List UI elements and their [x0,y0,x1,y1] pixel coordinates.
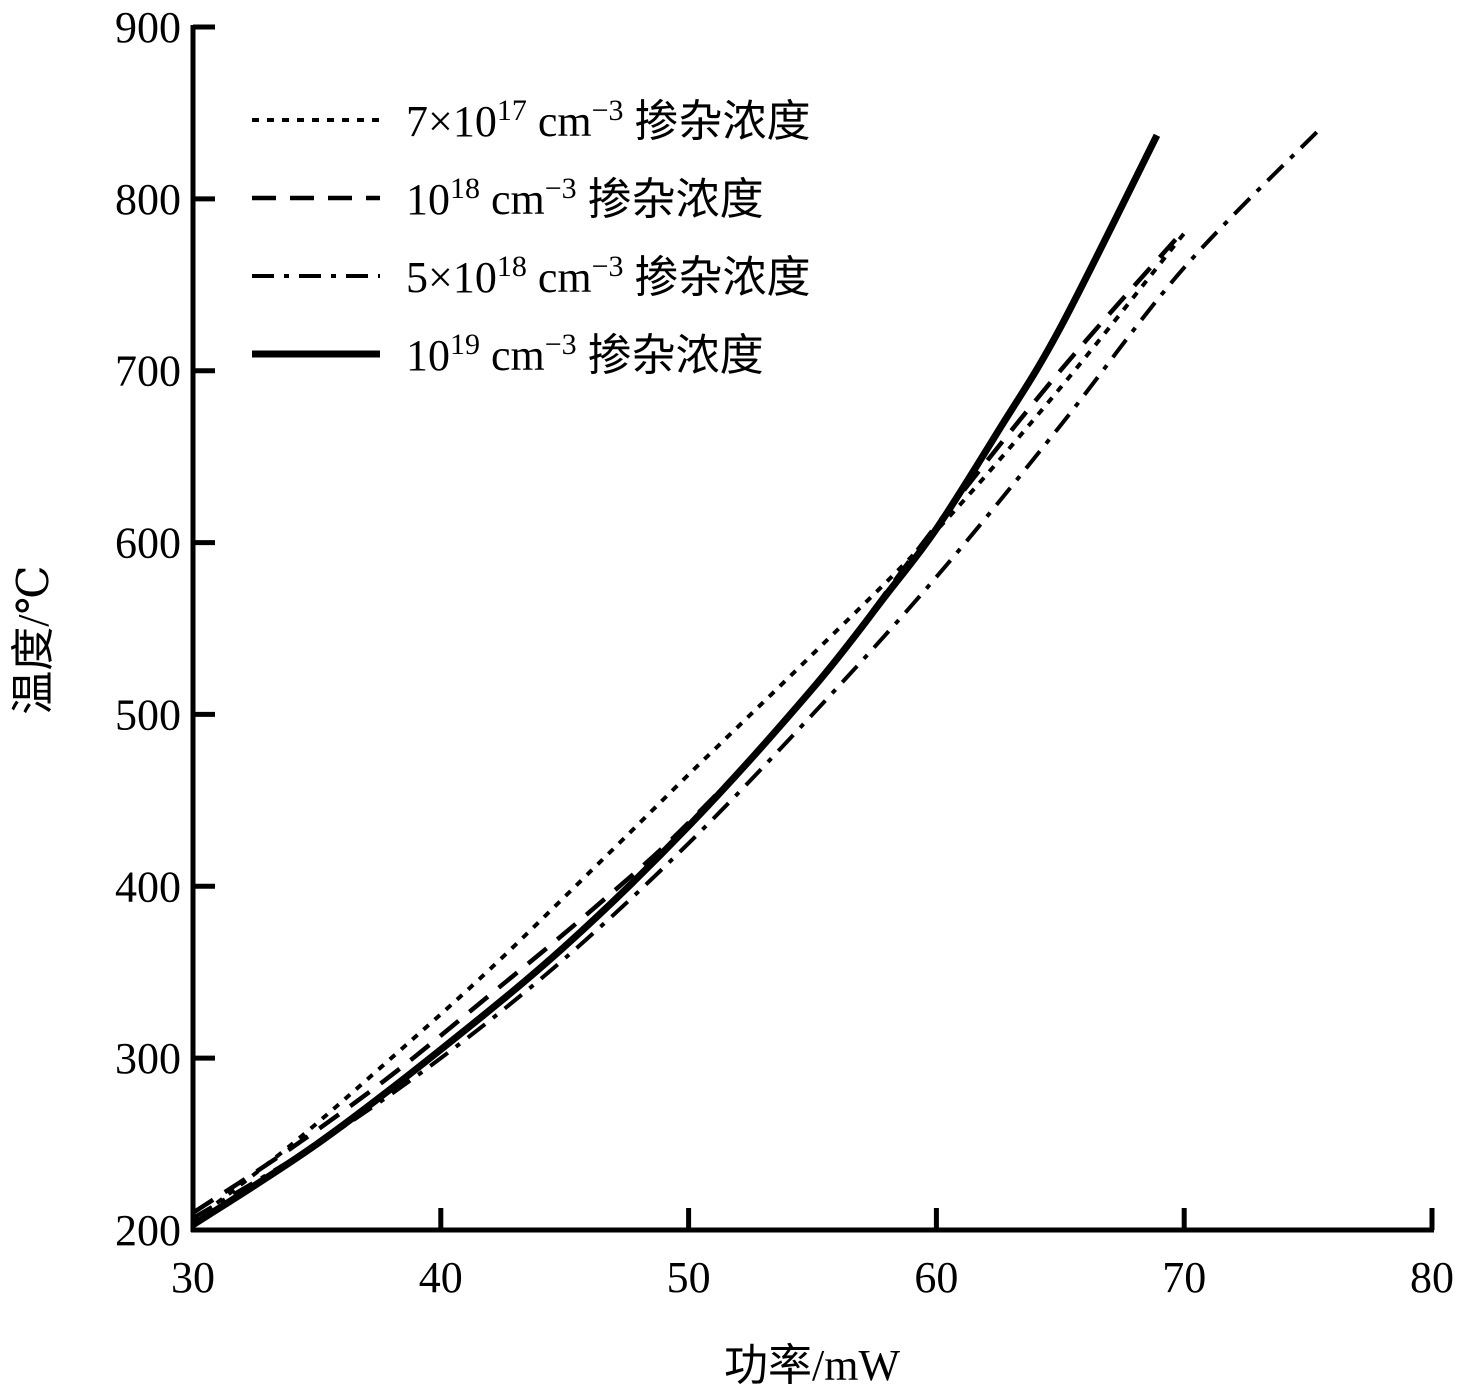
legend-text-sup: 18 [497,250,527,283]
x-tick-label: 50 [667,1253,711,1302]
x-tick-label: 40 [419,1253,463,1302]
legend-entry: 1019 cm−3 掺杂浓度 [406,328,764,381]
legend-text-unit_sup: −3 [592,250,624,283]
axes: 30 40 50 60 70 80 200 300 400 500 600 700 800 900 [115,3,1454,1302]
x-axis-title: 功率/mW [724,1341,900,1390]
legend-text-sup: 18 [450,172,480,205]
legend-text-unit: cm [527,97,592,146]
y-axis-title: 温度/℃ [9,565,58,714]
series-group [191,126,1322,1228]
x-tick-label: 80 [1410,1253,1454,1302]
series-line-dotted [191,231,1186,1223]
y-tick-label: 800 [115,175,181,224]
legend-text-unit: cm [527,253,592,302]
legend-text-unit: cm [480,175,545,224]
legend-text-suffix: 掺杂浓度 [577,175,764,224]
y-tick-label: 300 [115,1034,181,1083]
legend-text-unit_sup: −3 [545,328,577,361]
legend-text-unit_sup: −3 [592,94,624,127]
legend-text-suffix: 掺杂浓度 [624,253,811,302]
series-line-solid [191,133,1161,1228]
legend-text-unit: cm [480,331,545,380]
y-tick-label: 600 [115,519,181,568]
legend-text-base: 10 [406,175,450,224]
x-tick-label: 70 [1162,1253,1206,1302]
legend-entry: 7×1017 cm−3 掺杂浓度 [406,94,811,147]
y-tick-label: 400 [115,862,181,911]
legend-text-sup: 19 [450,328,480,361]
legend-entry: 1018 cm−3 掺杂浓度 [406,172,764,225]
legend-text-base: 7×10 [406,97,497,146]
y-tick-label: 700 [115,347,181,396]
y-tick-label: 500 [115,690,181,739]
legend-text-suffix: 掺杂浓度 [624,97,811,146]
y-tick-label: 900 [115,3,181,52]
y-tick-label: 200 [115,1206,181,1255]
x-tick-label: 30 [171,1253,215,1302]
series-line-dashdot [191,126,1322,1220]
legend-text-sup: 17 [497,94,527,127]
legend-text-suffix: 掺杂浓度 [577,331,764,380]
legend-text-unit_sup: −3 [545,172,577,205]
legend-text-base: 10 [406,331,450,380]
legend-entry: 5×1018 cm−3 掺杂浓度 [406,250,811,303]
x-tick-label: 60 [914,1253,958,1302]
legend-text-base: 5×10 [406,253,497,302]
